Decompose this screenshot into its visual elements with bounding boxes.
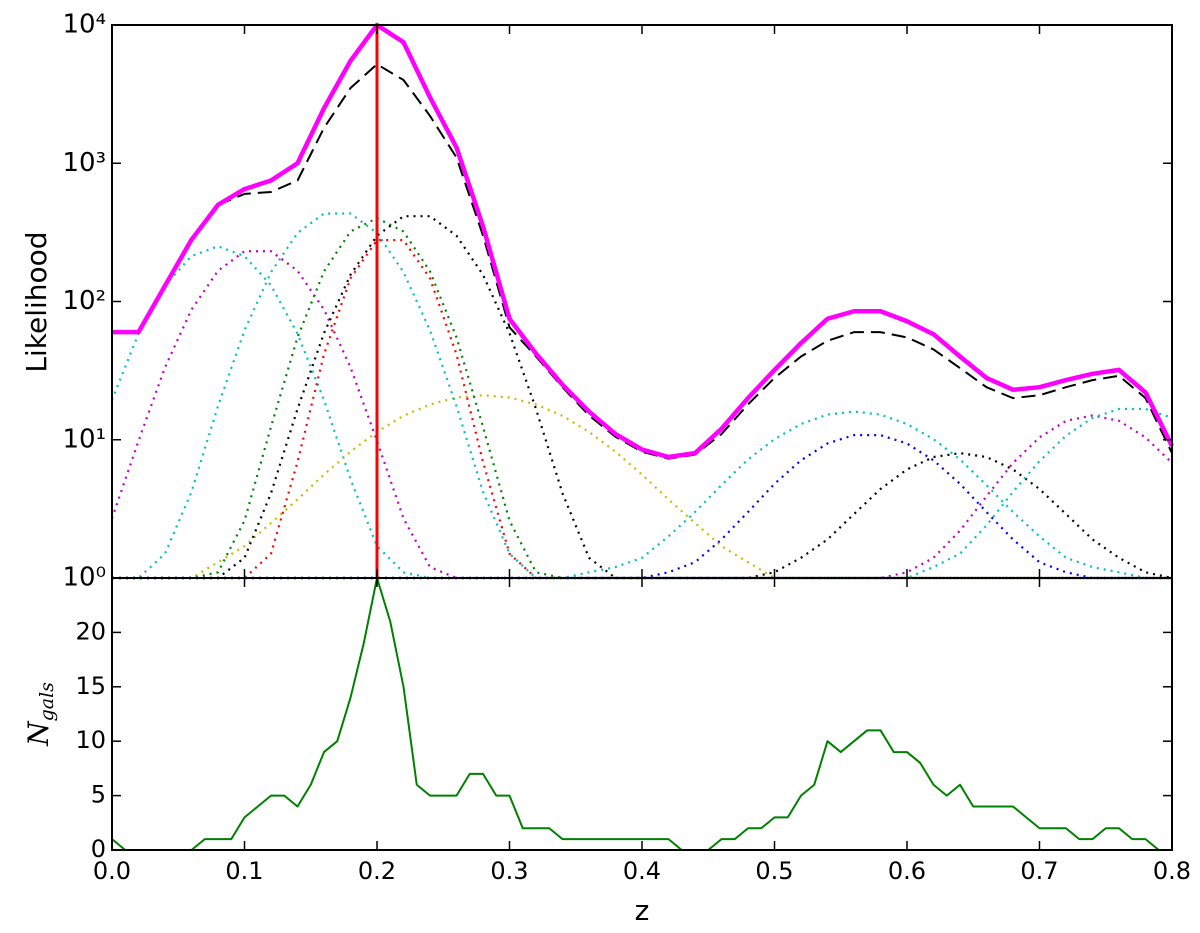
label-sub: gals [36,682,58,722]
y-axis-label: Ngals [22,682,59,747]
y-tick-label: 0 [91,835,106,863]
x-axis-label: z [635,894,650,927]
y-tick-label: 10³ [62,148,106,178]
x-tick-label: 0.8 [1153,857,1191,885]
data-line [217,63,1173,460]
label-base: N [22,720,55,747]
y-tick-label: 10⁰ [62,563,106,593]
data-line [112,452,1173,580]
data-line [112,394,1172,580]
y-tick-label: 10² [62,286,106,316]
data-line [110,250,1172,580]
x-tick-label: 0.6 [888,857,926,885]
data-line [112,239,1172,580]
data-line [110,245,1172,580]
y-tick-label: 10⁴ [62,10,106,40]
y-tick-label: 5 [91,781,106,809]
y-axis-label: Likelihood [20,231,53,372]
x-tick-label: 0.2 [358,857,396,885]
axes-frame [111,577,1173,851]
x-tick-label: 0.0 [93,857,131,885]
y-tick-label: 15 [75,672,106,700]
x-tick-label: 0.4 [623,857,661,885]
y-tick-label: 10¹ [62,424,106,454]
x-tick-label: 0.1 [225,857,263,885]
y-tick-label: 10 [75,726,106,754]
x-tick-label: 0.7 [1020,857,1058,885]
y-tick-label: 20 [75,617,106,645]
axes-frame [111,24,1173,579]
x-tick-label: 0.3 [490,857,528,885]
data-line [111,577,1172,851]
data-line [112,22,1175,460]
x-tick-label: 0.5 [755,857,793,885]
